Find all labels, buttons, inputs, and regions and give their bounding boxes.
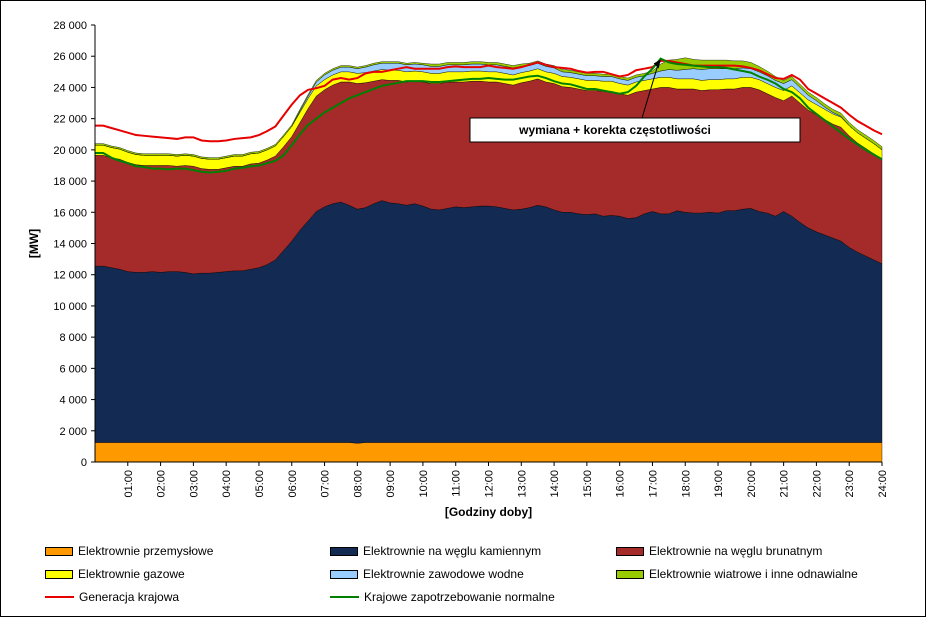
x-tick-label: 05:00 (254, 470, 266, 498)
x-tick-label: 06:00 (287, 470, 299, 498)
x-tick-label: 14:00 (549, 470, 561, 498)
x-tick-label: 12:00 (484, 470, 496, 498)
y-axis-title: [MW] (27, 229, 41, 258)
annotation-arrowhead (653, 59, 661, 69)
legend-label: Elektrownie na węglu brunatnym (649, 544, 823, 558)
y-tick-label: 16 000 (53, 207, 87, 219)
legend-item: Krajowe zapotrzebowanie normalne (330, 590, 555, 604)
y-tick-label: 0 (81, 457, 87, 469)
y-tick-label: 22 000 (53, 114, 87, 126)
y-tick-label: 18 000 (53, 176, 87, 188)
x-tick-label: 08:00 (352, 470, 364, 498)
y-tick-label: 20 000 (53, 145, 87, 157)
x-tick-label: 20:00 (746, 470, 758, 498)
y-tick-label: 6 000 (59, 363, 87, 375)
x-tick-label: 16:00 (615, 470, 627, 498)
x-tick-label: 04:00 (221, 470, 233, 498)
legend-swatch (45, 546, 73, 556)
legend-item: Elektrownie zawodowe wodne (330, 567, 524, 581)
x-tick-label: 01:00 (123, 470, 135, 498)
y-tick-label: 2 000 (59, 426, 87, 438)
area-series-6 (94, 57, 883, 160)
legend-item: Elektrownie na węglu brunatnym (616, 544, 822, 558)
legend-label: Elektrownie przemysłowe (78, 544, 214, 558)
legend-item: Generacja krajowa (45, 590, 179, 604)
x-tick-label: 17:00 (647, 470, 659, 498)
x-tick-label: 13:00 (516, 470, 528, 498)
y-tick-label: 10 000 (53, 301, 87, 313)
y-tick-label: 28 000 (53, 20, 87, 32)
legend-item: Elektrownie na węglu kamiennym (330, 544, 541, 558)
line-series-2 (95, 57, 883, 174)
legend-swatch (45, 596, 74, 598)
legend-label: Elektrownie zawodowe wodne (363, 567, 524, 581)
legend-swatch (45, 569, 73, 579)
legend-swatch (616, 546, 644, 556)
legend-swatch (616, 569, 644, 579)
legend-label: Elektrownie na węglu kamiennym (363, 544, 542, 558)
legend-label: Elektrownie gazowe (78, 567, 185, 581)
legend-item: Elektrownie przemysłowe (45, 544, 213, 558)
x-tick-label: 21:00 (779, 470, 791, 498)
x-tick-label: 23:00 (844, 470, 856, 498)
x-tick-label: 18:00 (680, 470, 692, 498)
x-tick-label: 15:00 (582, 470, 594, 498)
x-tick-label: 09:00 (385, 470, 397, 498)
annotation-arrow (641, 62, 660, 119)
x-tick-label: 07:00 (320, 470, 332, 498)
y-tick-label: 8 000 (59, 332, 87, 344)
annotation-text: wymiana + korekta częstotliwości (518, 123, 711, 137)
y-tick-label: 14 000 (53, 239, 87, 251)
x-tick-label: 02:00 (156, 470, 168, 498)
legend-swatch (330, 546, 358, 556)
x-tick-label: 10:00 (418, 470, 430, 498)
y-tick-label: 4 000 (59, 395, 87, 407)
legend-item: Elektrownie gazowe (45, 567, 185, 581)
legend: Elektrownie przemysłowe Elektrownie na wę… (0, 538, 926, 613)
y-tick-label: 26 000 (53, 51, 87, 63)
y-tick-label: 24 000 (53, 82, 87, 94)
y-tick-label: 12 000 (53, 270, 87, 282)
x-tick-label: 22:00 (811, 470, 823, 498)
area-series-1 (94, 442, 883, 463)
legend-label: Krajowe zapotrzebowanie normalne (364, 590, 555, 604)
x-tick-label: 11:00 (451, 470, 463, 497)
x-tick-label: 24:00 (877, 470, 889, 498)
legend-swatch (330, 569, 358, 579)
legend-label: Generacja krajowa (79, 590, 180, 604)
x-tick-label: 19:00 (713, 470, 725, 498)
legend-label: Elektrownie wiatrowe i inne odnawialne (649, 567, 858, 581)
line-series-1 (95, 59, 883, 143)
legend-swatch (330, 596, 359, 598)
legend-item: Elektrownie wiatrowe i inne odnawialne (616, 567, 858, 581)
x-tick-label: 03:00 (188, 470, 200, 498)
x-axis-title: [Godziny doby] (445, 505, 532, 519)
annotation-box (469, 117, 801, 143)
